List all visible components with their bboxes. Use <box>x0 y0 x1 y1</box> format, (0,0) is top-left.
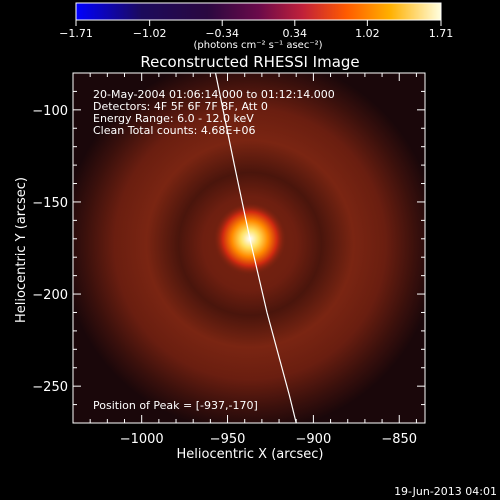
plot-frame <box>72 72 426 424</box>
y-tick-label: −100 <box>32 104 68 119</box>
y-axis: −250 −200 −150 −100 <box>32 90 425 406</box>
colorbar-tick-label: −1.71 <box>59 27 93 40</box>
chart-title: Reconstructed RHESSI Image <box>140 53 359 71</box>
x-tick-label: −900 <box>296 432 332 447</box>
colorbar-units-label: (photons cm⁻² s⁻¹ asec⁻²) <box>193 40 322 51</box>
colorbar: −1.71 −1.02 −0.34 0.34 1.02 1.71 (photons cm⁻… <box>59 2 453 51</box>
peak-position-label: Position of Peak = [-937,-170] <box>93 399 258 412</box>
colorbar-tick-label: 1.71 <box>429 27 454 40</box>
x-axis-label: Heliocentric X (arcsec) <box>177 447 324 462</box>
colorbar-gradient <box>75 2 442 21</box>
solar-limb-curve <box>214 73 297 423</box>
x-tick-label: −950 <box>210 432 246 447</box>
y-tick-label: −250 <box>32 380 68 395</box>
info-detectors: Detectors: 4F 5F 6F 7F 8F, Att 0 <box>93 100 268 113</box>
colorbar-tick-label: −0.34 <box>205 27 239 40</box>
heatmap-image <box>73 73 425 423</box>
colorbar-tick-label: −1.02 <box>133 27 167 40</box>
x-tick-label: −850 <box>381 432 417 447</box>
footer-date: 19-Jun-2013 04:01 <box>394 485 497 498</box>
colorbar-tick-label: 1.02 <box>355 27 380 40</box>
info-time-range: 20-May-2004 01:06:14.000 to 01:12:14.000 <box>93 88 335 101</box>
y-tick-label: −150 <box>32 196 68 211</box>
y-axis-label: Heliocentric Y (arcsec) <box>14 177 29 323</box>
x-axis: −1000 −950 −900 −850 <box>89 73 417 447</box>
info-energy-range: Energy Range: 6.0 - 12.0 keV <box>93 112 254 125</box>
info-clean-counts: Clean Total counts: 4.68E+06 <box>93 124 256 137</box>
x-tick-label: −1000 <box>120 432 164 447</box>
y-tick-label: −200 <box>32 288 68 303</box>
colorbar-ticks: −1.71 −1.02 −0.34 0.34 1.02 1.71 <box>59 20 453 40</box>
colorbar-tick-label: 0.34 <box>283 27 308 40</box>
observation-info: 20-May-2004 01:06:14.000 to 01:12:14.000… <box>93 88 335 137</box>
